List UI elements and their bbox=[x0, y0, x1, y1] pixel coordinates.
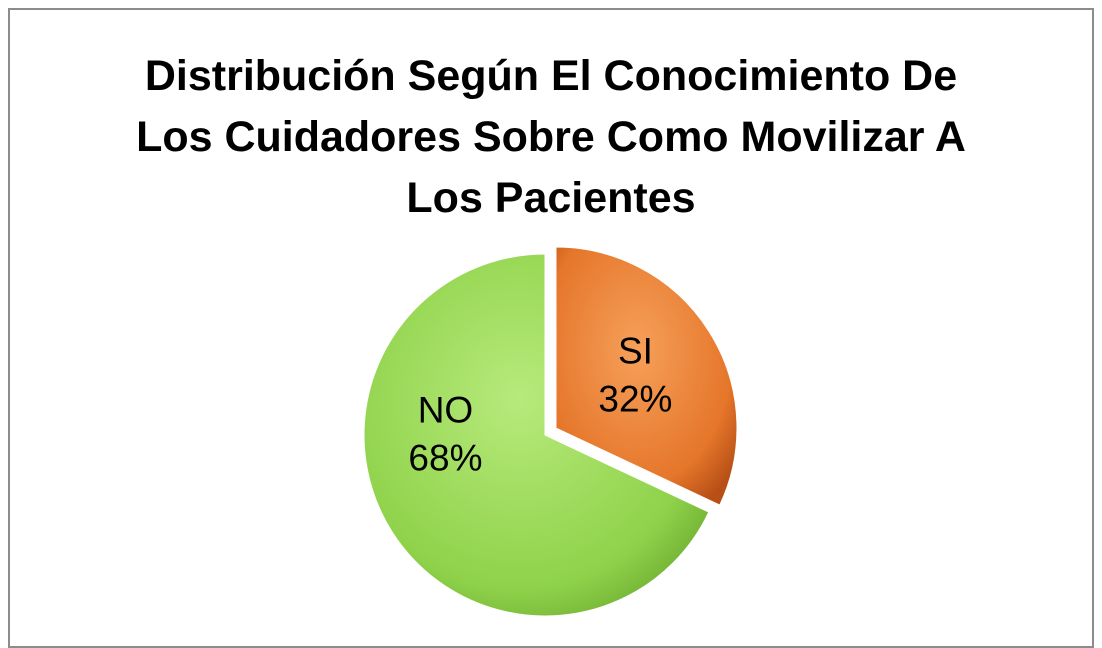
slice-value-label: 68% bbox=[408, 437, 482, 478]
slice-category-label: NO bbox=[418, 389, 474, 430]
slice-value-label: 32% bbox=[598, 378, 672, 419]
chart: SI 32% NO 68% bbox=[363, 246, 738, 617]
pie-slice bbox=[555, 246, 738, 506]
slice-category-label: SI bbox=[618, 330, 653, 371]
chart-title: Distribución Según El Conocimiento De Lo… bbox=[136, 52, 966, 222]
pie-slice bbox=[363, 253, 710, 617]
